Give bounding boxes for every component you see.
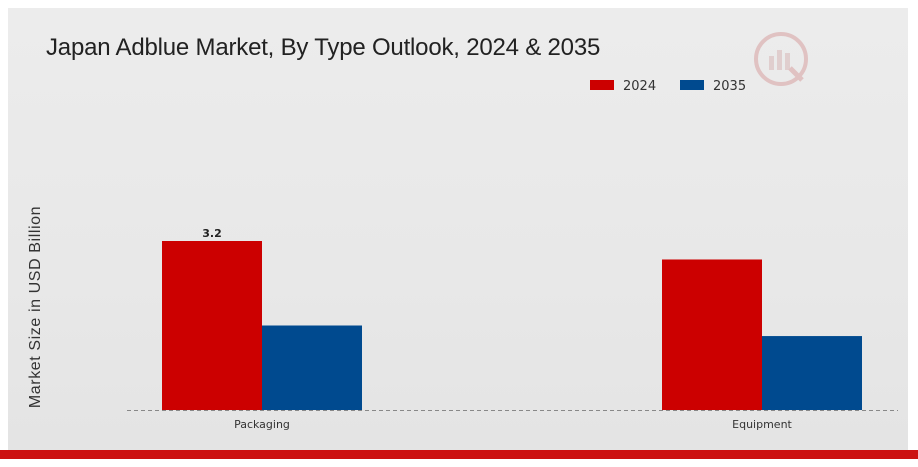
x-tick-label: Equipment (732, 418, 792, 431)
legend-label-2035: 2035 (713, 79, 746, 94)
labels: 3.2 Packaging Equipment (202, 227, 792, 431)
bar-2035-equipment (762, 336, 862, 410)
data-label: 3.2 (202, 227, 222, 240)
legend: 2024 2035 (590, 79, 746, 94)
legend-swatch-2024 (590, 80, 614, 90)
bar-2024-packaging (162, 241, 262, 410)
chart-title: Japan Adblue Market, By Type Outlook, 20… (46, 34, 601, 61)
bars (162, 241, 862, 410)
market-research-logo-icon (754, 32, 808, 86)
x-tick-label: Packaging (234, 418, 290, 431)
legend-label-2024: 2024 (623, 79, 656, 94)
bar-2024-equipment (662, 259, 762, 410)
legend-swatch-2035 (680, 80, 704, 90)
bar-2035-packaging (262, 325, 362, 410)
accent-bar (0, 450, 918, 459)
